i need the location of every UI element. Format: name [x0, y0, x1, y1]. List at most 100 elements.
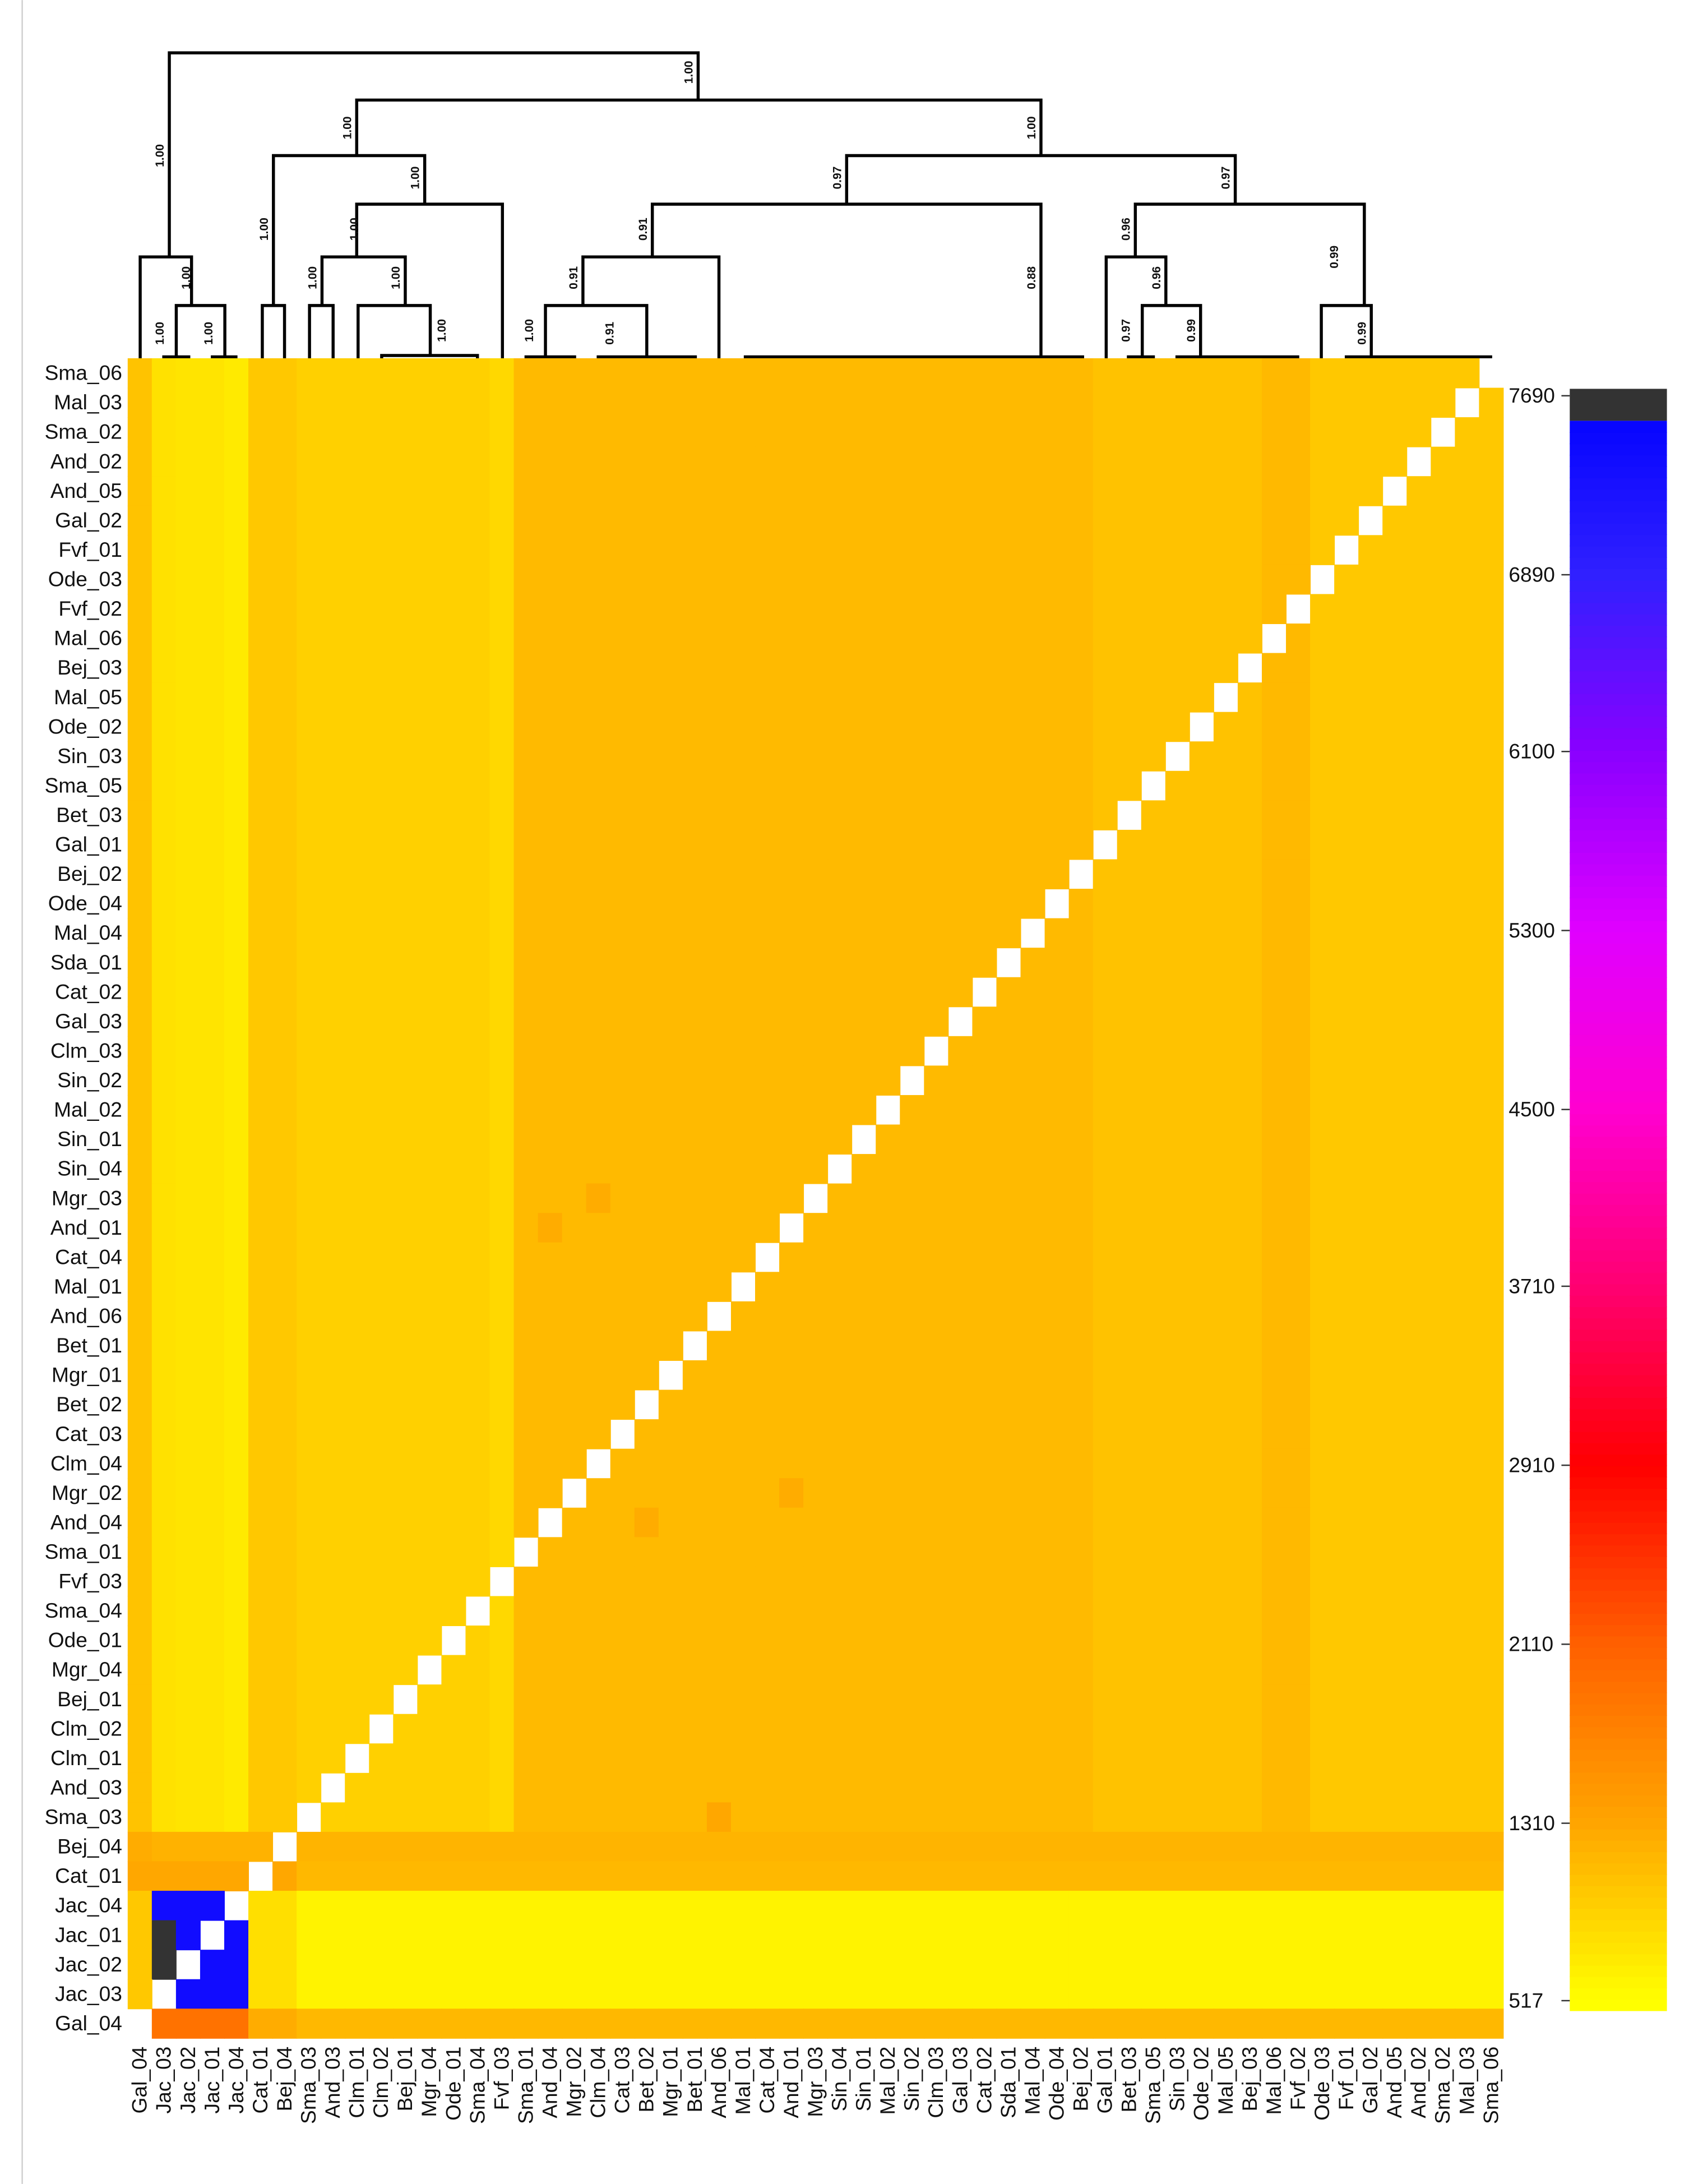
cell	[779, 918, 804, 949]
cell	[1431, 387, 1456, 418]
cell	[682, 829, 707, 860]
row-label: Clm_01	[50, 1746, 122, 1770]
colorbar-strip	[1570, 1817, 1667, 1830]
cell	[1020, 564, 1045, 595]
cell	[297, 358, 322, 389]
colorbar-strip	[1570, 943, 1667, 955]
cell	[417, 1213, 442, 1243]
cell	[200, 1389, 225, 1420]
cell	[1358, 1979, 1383, 2010]
cell	[248, 1626, 274, 1656]
cell	[1261, 1979, 1287, 2010]
cell	[876, 1448, 901, 1479]
cell	[321, 712, 346, 742]
cell	[1165, 653, 1190, 684]
dendrogram-link	[1127, 355, 1155, 359]
cell	[369, 1272, 394, 1302]
cell	[779, 387, 804, 418]
cell	[876, 1065, 901, 1096]
cell	[1310, 889, 1335, 919]
cell	[562, 682, 587, 713]
cell	[321, 446, 346, 477]
cell	[345, 1360, 370, 1391]
cell	[151, 682, 177, 713]
cell	[972, 1743, 997, 1774]
cell	[1165, 1213, 1190, 1243]
cell	[1286, 859, 1311, 890]
cell	[200, 800, 225, 830]
colorbar-strip	[1570, 591, 1667, 603]
dendrogram-link	[524, 355, 576, 359]
cell	[1310, 358, 1335, 389]
cell	[779, 1772, 804, 1803]
cell	[1189, 417, 1214, 447]
row-label: Mal_05	[54, 685, 122, 709]
colorbar-strip	[1570, 1851, 1667, 1864]
cell	[1261, 1507, 1287, 1538]
cell	[1455, 1920, 1480, 1951]
cell	[562, 1006, 587, 1037]
cell	[1093, 1831, 1118, 1862]
cell	[297, 1478, 322, 1508]
cell	[1310, 1831, 1335, 1862]
cell	[827, 1772, 853, 1803]
cell	[827, 653, 853, 684]
cell	[465, 1714, 490, 1744]
colorbar-strip	[1570, 636, 1667, 649]
cell	[272, 1272, 298, 1302]
cell	[876, 829, 901, 860]
cell	[441, 1183, 466, 1214]
cell	[586, 829, 611, 860]
cell	[1093, 594, 1118, 624]
cell	[345, 2008, 370, 2039]
cell	[321, 682, 346, 713]
cell	[682, 1006, 707, 1037]
cell	[489, 1891, 515, 1921]
cell	[417, 1272, 442, 1302]
cell	[417, 1154, 442, 1184]
cell	[1165, 1331, 1190, 1361]
cell	[200, 1272, 225, 1302]
cell	[562, 829, 587, 860]
cell	[730, 564, 756, 595]
dendrogram-link	[596, 355, 697, 359]
cell	[465, 653, 490, 684]
cell	[1020, 1802, 1045, 1832]
column-label: And_02	[1406, 2047, 1430, 2118]
colorbar-strip	[1570, 432, 1667, 445]
cell	[417, 1596, 442, 1627]
cell	[682, 1065, 707, 1096]
cell	[1189, 770, 1214, 801]
cell	[1455, 1419, 1480, 1449]
cell	[1334, 653, 1359, 684]
cell	[393, 1183, 418, 1214]
cell	[538, 1419, 563, 1449]
cell	[1093, 505, 1118, 536]
cell	[272, 918, 298, 949]
cell	[634, 564, 659, 595]
cell	[610, 1802, 635, 1832]
cell	[730, 712, 756, 742]
cell	[730, 1301, 756, 1332]
cell	[972, 594, 997, 624]
cell	[610, 977, 635, 1008]
colorbar-strip	[1570, 557, 1667, 569]
cell	[827, 1831, 853, 1862]
cell	[321, 918, 346, 949]
cell	[1189, 1036, 1214, 1066]
cell	[562, 1714, 587, 1744]
cell	[1117, 918, 1142, 949]
cell	[1068, 1537, 1094, 1567]
colorbar-strip	[1570, 523, 1667, 535]
cell	[827, 1419, 853, 1449]
cell	[1358, 1920, 1383, 1951]
cell	[1189, 1743, 1214, 1774]
cell	[1310, 1802, 1335, 1832]
cell	[634, 653, 659, 684]
cell	[827, 1891, 853, 1921]
cell	[876, 800, 901, 830]
cell	[827, 1950, 853, 1980]
cell	[200, 505, 225, 536]
cell	[272, 1861, 298, 1892]
